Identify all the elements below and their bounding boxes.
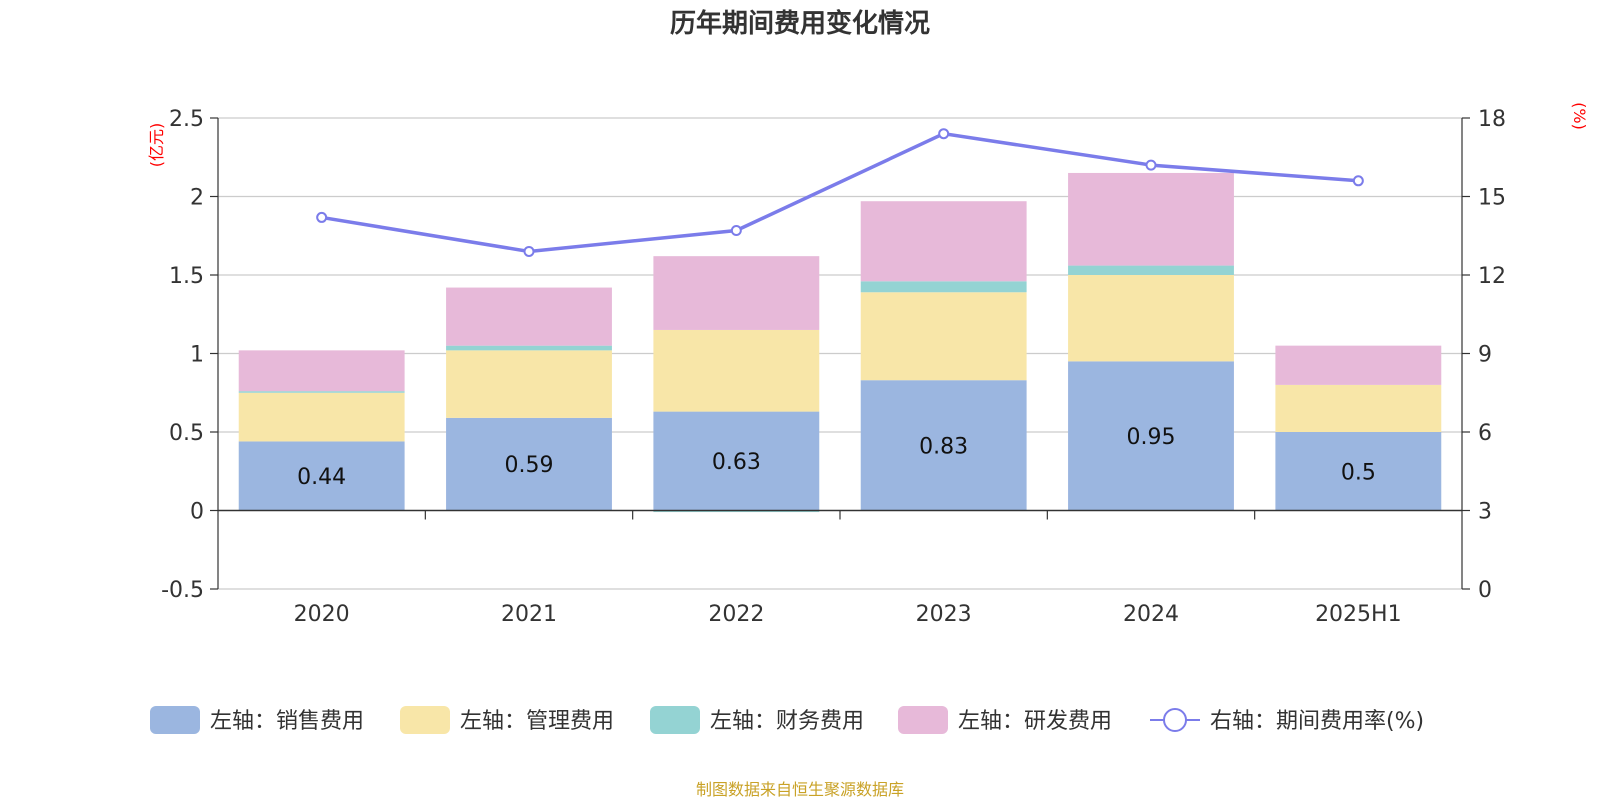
bar-admin [860,292,1027,381]
right-axis-tick-label: 9 [1478,343,1492,368]
data-label-sales: 0.5 [1341,460,1376,485]
right-axis-unit: (%) [1570,102,1589,130]
data-label-sales: 0.44 [297,465,346,490]
rate-line-series [316,128,1364,257]
left-axis-tick-label: 0.5 [169,421,204,446]
x-axis-category-label: 2020 [294,602,350,627]
data-label-sales: 0.59 [505,453,554,478]
bar-sales [446,417,612,511]
rate-point [316,211,328,223]
bar-admin [238,392,405,442]
legend-label-admin: 左轴：管理费用 [460,709,614,734]
x-axis-category-label: 2021 [501,602,557,627]
right-axis-tick-label: 15 [1478,186,1506,211]
rate-point [1352,175,1364,187]
bar-finance [860,281,1027,293]
legend-swatch-admin [400,706,450,734]
bar-sales [1068,361,1234,511]
right-axis-tick-label: 3 [1478,500,1492,525]
legend-label-rate: 右轴：期间费用率(%) [1210,709,1424,734]
data-label-sales: 0.95 [1127,425,1176,450]
bar-finance [446,345,612,351]
data-label-sales: 0.63 [712,450,761,475]
legend-swatch-rd [898,706,948,734]
bar-admin [1068,275,1234,362]
x-axis-category-label: 2022 [708,602,764,627]
bar-finance [238,391,405,393]
bar-rd [446,287,612,346]
rate-point [730,225,742,237]
left-axis-tick-label: 2.5 [169,107,204,132]
x-axis-category-label: 2025H1 [1315,602,1402,627]
rate-point [938,128,950,140]
bar-sales [238,441,405,511]
legend-label-finance: 左轴：财务费用 [710,709,864,734]
bar-rd [1068,172,1234,266]
legend-swatch-finance [650,706,700,734]
bar-rd [1275,345,1442,385]
rate-line [321,131,1359,254]
rate-point [523,245,535,257]
right-axis-tick-label: 6 [1478,421,1492,446]
bar-rd [860,201,1027,282]
left-axis-tick-label: 2 [190,186,204,211]
right-axis-tick-label: 18 [1478,107,1506,132]
legend-label-sales: 左轴：销售费用 [210,709,364,734]
bar-admin [1275,384,1442,432]
legend-label-rd: 左轴：研发费用 [958,709,1112,734]
gridlines [218,117,1462,590]
x-axis-category-label: 2024 [1123,602,1179,627]
left-axis-tick-label: 1.5 [169,264,204,289]
bar-sales [1275,432,1442,511]
bar-sales [860,380,1027,511]
axes: -0.5 0 0.5 1 1.5 2 2.5 0 3 6 9 12 15 18 2020 2021 2022 20… [161,107,1506,627]
bar-finance [653,510,820,513]
stacked-bars [238,172,1442,513]
bar-sales [653,411,820,511]
bar-finance [1068,265,1234,275]
left-axis-tick-label: -0.5 [161,578,204,603]
legend-swatch-sales [150,706,200,734]
data-labels: 0.44 0.59 0.63 0.83 0.95 0.5 [297,425,1376,490]
legend: 左轴：销售费用 左轴：管理费用 左轴：财务费用 左轴：研发费用 右轴：期间费用率(%) [150,706,1424,734]
right-axis-tick-label: 0 [1478,578,1492,603]
right-axis-tick-label: 12 [1478,264,1506,289]
legend-marker-icon [1163,708,1187,732]
x-axis-category-label: 2023 [916,602,972,627]
left-axis-unit: (亿元) [147,123,166,168]
bar-rd [238,350,405,392]
data-label-sales: 0.83 [919,434,968,459]
left-axis-tick-label: 1 [190,343,204,368]
bar-rd [653,256,820,330]
bar-admin [653,329,820,412]
chart-title: 历年期间费用变化情况 [670,8,930,39]
left-axis-tick-label: 0 [190,500,204,525]
source-note: 制图数据来自恒生聚源数据库 [696,780,904,799]
rate-point [1145,159,1157,171]
bar-admin [446,350,612,418]
